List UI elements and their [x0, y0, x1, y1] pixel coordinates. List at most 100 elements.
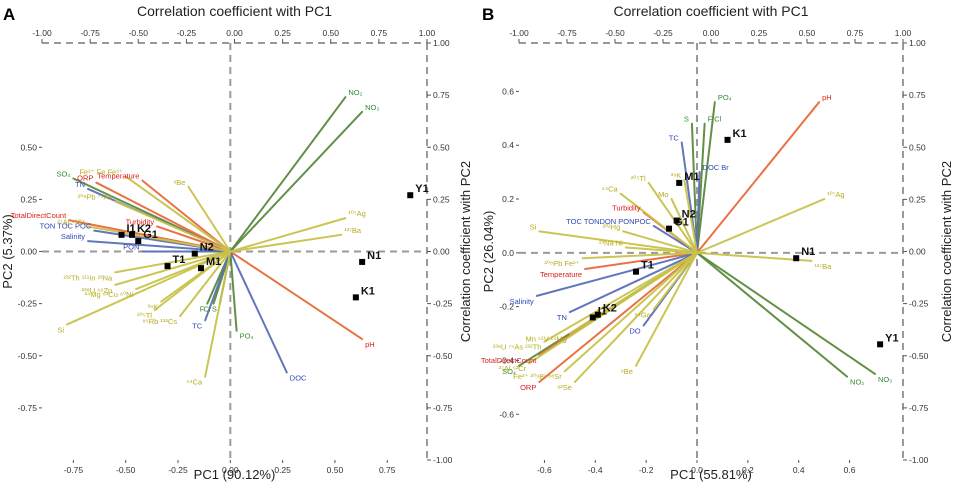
- sample-label: N1: [801, 246, 815, 258]
- loading-label: PO₄: [240, 332, 254, 341]
- loading-label: PON: [123, 243, 139, 252]
- sample-point: [666, 225, 673, 232]
- loading-label: ²⁰⁸Pb ⁷⁵As: [78, 192, 113, 201]
- loading-vector: [66, 250, 232, 326]
- right-tick-label: 0.75: [909, 90, 926, 100]
- loading-label: ²⁴Mg ⁶³Cu ⁶⁰Ni: [85, 290, 134, 299]
- sample-label: Y1: [885, 332, 898, 344]
- loading-label: ⁴⁴Ca: [602, 185, 619, 194]
- loading-vector: [696, 251, 877, 375]
- loading-label: S: [212, 305, 217, 314]
- loading-vector: [647, 181, 699, 254]
- loading-vector: [87, 240, 232, 253]
- right-tick-label: 0.75: [433, 90, 450, 100]
- loading-label: PO₄: [718, 93, 732, 102]
- loading-vector: [683, 179, 699, 254]
- sample-label: N2: [200, 242, 214, 254]
- loading-label: S: [684, 115, 689, 124]
- loading-vector: [622, 230, 699, 254]
- right-tick-label: 1.00: [433, 38, 450, 48]
- loading-label: Salinity: [510, 297, 534, 306]
- loading-vector: [568, 251, 699, 314]
- loading-vector: [204, 250, 232, 322]
- loading-label: ²³Na Ni: [599, 238, 623, 247]
- y-tick-label: -0.6: [499, 409, 514, 419]
- loading-vector: [696, 251, 849, 378]
- y-tick-label: 0.00: [20, 247, 37, 257]
- loading-label: TotalDirectCount: [11, 211, 67, 220]
- top-tick-label: 0.50: [799, 28, 816, 38]
- sample-label: I1: [598, 305, 607, 317]
- top-tick-label: -0.25: [177, 28, 197, 38]
- sample-point: [191, 250, 198, 257]
- y-axis-label: PC2 (26.04%): [481, 211, 496, 293]
- loading-vector: [538, 251, 699, 383]
- sample-label: G1: [674, 217, 689, 229]
- y-axis-label: PC2 (5.37%): [0, 214, 15, 288]
- top-tick-label: 0.25: [751, 28, 768, 38]
- loading-vector: [652, 251, 699, 311]
- sample-point: [632, 268, 639, 275]
- sample-point: [407, 192, 414, 199]
- loading-label: TC: [669, 134, 680, 143]
- loading-label: pH: [365, 340, 375, 349]
- loading-label: ¹³⁷Ba: [814, 262, 832, 271]
- loading-label: TotalDirectCount: [481, 356, 537, 365]
- right-tick-label: 1.00: [909, 38, 926, 48]
- right-tick-label: -0.75: [433, 403, 453, 413]
- top-tick-label: 0.00: [703, 28, 720, 38]
- panel-b: B Correlation coefficient with PC1 -1.00 -0…: [481, 3, 954, 482]
- loading-vector: [187, 185, 232, 253]
- top-tick-label: 0.75: [371, 28, 388, 38]
- loading-vector: [141, 179, 232, 253]
- loading-label: pH: [822, 93, 832, 102]
- loading-label: SO₄: [56, 170, 70, 179]
- x-tick-label: -0.4: [588, 465, 603, 475]
- loading-label: Turbidity: [612, 203, 641, 212]
- x-tick-label: 0.0: [691, 465, 703, 475]
- right-tick-label: 0.00: [433, 247, 450, 257]
- loading-label: NO₃: [878, 375, 892, 384]
- sample-point: [135, 238, 142, 245]
- loading-vector: [229, 217, 347, 253]
- sample-label: G1: [143, 229, 158, 241]
- loading-vector: [696, 101, 821, 254]
- sample-point: [724, 136, 731, 143]
- sample-point: [589, 314, 596, 321]
- loading-vector: [204, 250, 232, 378]
- loading-label: NO₂: [850, 378, 864, 387]
- x-tick-label: 0.50: [327, 465, 344, 475]
- right-tick-label: -0.50: [909, 351, 929, 361]
- chart-title: Correlation coefficient with PC1: [137, 3, 332, 19]
- loading-label: ³⁹K: [671, 171, 682, 180]
- right-tick-label: 0.00: [909, 247, 926, 257]
- loading-label: NO₃: [365, 103, 379, 112]
- loading-label: Fe²⁺ Fe Fe³⁺: [79, 167, 122, 176]
- top-tick-label: -0.25: [653, 28, 673, 38]
- loading-vector: [543, 251, 699, 343]
- sample-label: K2: [603, 303, 617, 315]
- loading-label: Turbidity: [126, 217, 155, 226]
- x-tick-label: -0.6: [537, 465, 552, 475]
- loading-label: ²⁰²Hg: [603, 222, 621, 231]
- loading-label: TC: [192, 321, 203, 330]
- right-tick-label: 0.50: [909, 142, 926, 152]
- top-tick-label: -0.75: [80, 28, 100, 38]
- top-tick-label: 0.75: [847, 28, 864, 38]
- loading-label: DO: [629, 326, 640, 335]
- top-tick-label: -1.00: [32, 28, 52, 38]
- loading-vector: [229, 233, 343, 253]
- right-axis-label: Correlation coefficient with PC2: [939, 161, 954, 342]
- sample-label: N2: [682, 209, 696, 221]
- loading-label: ²⁰⁵Tl: [631, 174, 646, 183]
- sample-label: M1: [684, 171, 699, 183]
- sample-point: [164, 263, 171, 270]
- loading-label: ²⁷Al ⁵²Cr: [499, 364, 527, 373]
- x-tick-label: 0.4: [793, 465, 805, 475]
- loading-label: F: [200, 305, 205, 314]
- loading-vector: [124, 175, 232, 253]
- sample-label: K2: [137, 223, 151, 235]
- top-tick-label: -0.75: [557, 28, 577, 38]
- loading-vector: [619, 192, 699, 254]
- loading-label: ⁴⁴Ca: [186, 378, 203, 387]
